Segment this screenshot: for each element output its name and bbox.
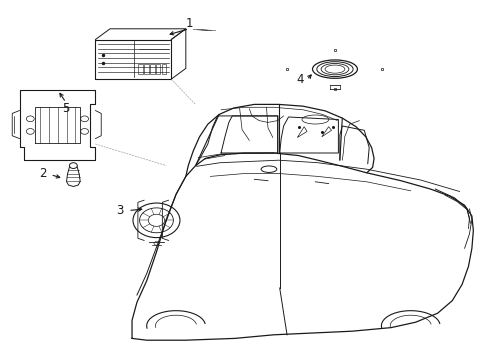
Bar	[138, 64, 142, 74]
Text: 2: 2	[39, 167, 47, 180]
Text: 5: 5	[62, 102, 70, 114]
Bar	[156, 64, 160, 74]
Text: 3: 3	[116, 204, 123, 217]
Text: 1: 1	[185, 17, 193, 30]
Bar	[162, 64, 166, 74]
Text: 4: 4	[295, 73, 303, 86]
Bar	[150, 64, 154, 74]
Bar	[144, 64, 148, 74]
